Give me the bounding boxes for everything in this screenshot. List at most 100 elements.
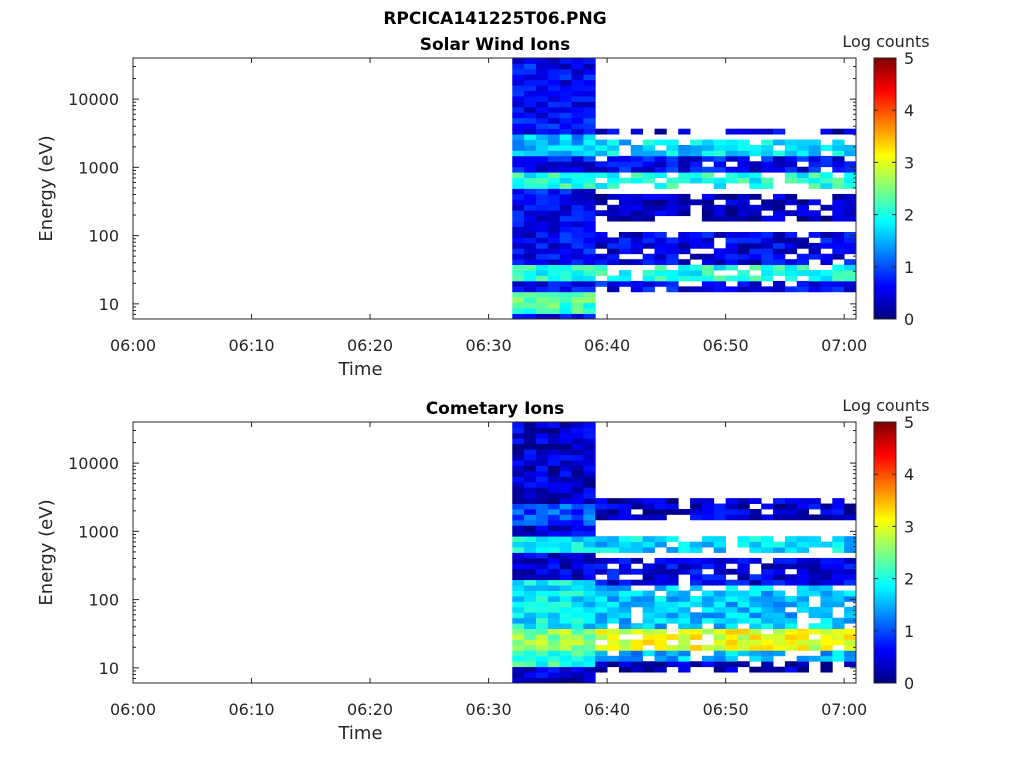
x-tick-label: 06:20 xyxy=(347,700,393,719)
spectrogram-cell xyxy=(524,552,537,559)
spectrogram-cell xyxy=(713,232,727,238)
spectrogram-cell xyxy=(535,552,549,559)
spectrogram-cell xyxy=(773,612,786,619)
spectrogram-cell xyxy=(784,259,798,266)
spectrogram-cell xyxy=(547,199,561,206)
spectrogram-cell xyxy=(654,644,667,651)
spectrogram-cell xyxy=(595,536,608,543)
spectrogram-cell xyxy=(583,226,596,233)
spectrogram-cell xyxy=(844,237,857,244)
spectrogram-cell xyxy=(583,661,596,668)
spectrogram-cell xyxy=(666,568,679,575)
spectrogram-cell xyxy=(571,128,584,135)
spectrogram-cell xyxy=(559,563,572,570)
spectrogram-cell xyxy=(630,557,644,564)
spectrogram-cell xyxy=(583,193,596,200)
spectrogram-cell xyxy=(547,101,561,108)
spectrogram-cell xyxy=(678,547,691,553)
spectrogram-cell xyxy=(607,503,620,510)
y-tick-label: 10000 xyxy=(68,454,119,473)
spectrogram-cell xyxy=(832,183,845,189)
spectrogram-cell xyxy=(784,601,798,608)
spectrogram-cell xyxy=(535,242,549,249)
spectrogram-cell xyxy=(512,644,525,651)
spectrogram-cell xyxy=(583,237,596,244)
spectrogram-cell xyxy=(559,308,572,314)
spectrogram-cell xyxy=(571,492,584,499)
spectrogram-cell xyxy=(535,655,549,662)
spectrogram-cell xyxy=(607,286,620,293)
spectrogram-cell xyxy=(749,237,762,244)
spectrogram-cell xyxy=(524,248,537,255)
spectrogram-cell xyxy=(547,117,561,124)
spectrogram-cell xyxy=(713,509,727,515)
x-tick-label: 06:20 xyxy=(347,336,393,355)
spectrogram-cell xyxy=(701,215,715,222)
spectrogram-cell xyxy=(832,596,845,602)
spectrogram-cell xyxy=(607,634,620,640)
spectrogram-cell xyxy=(535,525,549,532)
spectrogram-cell xyxy=(524,541,537,548)
spectrogram-cell xyxy=(535,563,549,570)
spectrogram-cell xyxy=(784,666,798,673)
spectrogram-cell xyxy=(713,275,727,282)
spectrogram-cell xyxy=(820,242,833,249)
spectrogram-cell xyxy=(749,145,762,151)
spectrogram-cell xyxy=(547,541,561,548)
spectrogram-cell xyxy=(713,183,727,189)
spectrogram-cell xyxy=(630,204,644,211)
spectrogram-cell xyxy=(571,177,584,184)
x-axis-label: Time xyxy=(337,723,382,744)
spectrogram-cell xyxy=(725,514,738,521)
spectrogram-cell xyxy=(535,519,549,526)
spectrogram-cell xyxy=(535,117,549,124)
spectrogram-cell xyxy=(725,509,738,515)
spectrogram-cell xyxy=(607,253,620,260)
spectrogram-cell xyxy=(713,286,727,293)
spectrogram-cell xyxy=(524,606,537,613)
spectrogram-cell xyxy=(642,568,655,575)
x-tick-label: 06:50 xyxy=(703,336,749,355)
spectrogram-cell xyxy=(773,666,786,673)
spectrogram-cell xyxy=(713,259,727,266)
spectrogram-cell xyxy=(524,270,537,276)
spectrogram-cell xyxy=(559,422,572,428)
spectrogram-cell xyxy=(749,574,762,581)
spectrogram-cell xyxy=(535,606,549,613)
spectrogram-cell xyxy=(512,270,525,276)
spectrogram-cell xyxy=(737,286,750,293)
spectrogram-cell xyxy=(524,476,537,483)
spectrogram-cell xyxy=(559,541,572,548)
spectrogram-cell xyxy=(571,237,584,244)
spectrogram-cell xyxy=(559,199,572,206)
spectrogram-cell xyxy=(512,547,525,553)
spectrogram-cell xyxy=(690,155,703,162)
spectrogram-cell xyxy=(583,465,596,472)
spectrogram-cell xyxy=(583,275,596,282)
spectrogram-cell xyxy=(713,628,727,635)
spectrogram-cell xyxy=(618,541,632,548)
spectrogram-cell xyxy=(583,574,596,581)
spectrogram-cell xyxy=(832,193,845,200)
spectrogram-cell xyxy=(535,460,549,466)
colorbar-tick-label: 3 xyxy=(904,517,914,536)
spectrogram-cell xyxy=(547,487,561,494)
spectrogram-cell xyxy=(630,242,644,249)
spectrogram-cell xyxy=(844,590,857,597)
spectrogram-cell xyxy=(535,650,549,657)
spectrogram-cell xyxy=(844,161,857,168)
spectrogram-cell xyxy=(737,259,750,266)
spectrogram-cell xyxy=(595,579,608,586)
spectrogram-cell xyxy=(559,161,572,168)
spectrogram-cell xyxy=(559,68,572,75)
spectrogram-cell xyxy=(547,58,561,64)
spectrogram-cell xyxy=(666,563,679,570)
spectrogram-cell xyxy=(737,590,750,597)
spectrogram-cell xyxy=(844,210,857,217)
spectrogram-cell xyxy=(547,552,561,559)
spectrogram-cell xyxy=(701,177,715,184)
spectrogram-cell xyxy=(701,612,715,619)
spectrogram-cell xyxy=(535,547,549,553)
colorbar-tick-label: 2 xyxy=(904,206,914,225)
spectrogram-cell xyxy=(642,286,655,293)
